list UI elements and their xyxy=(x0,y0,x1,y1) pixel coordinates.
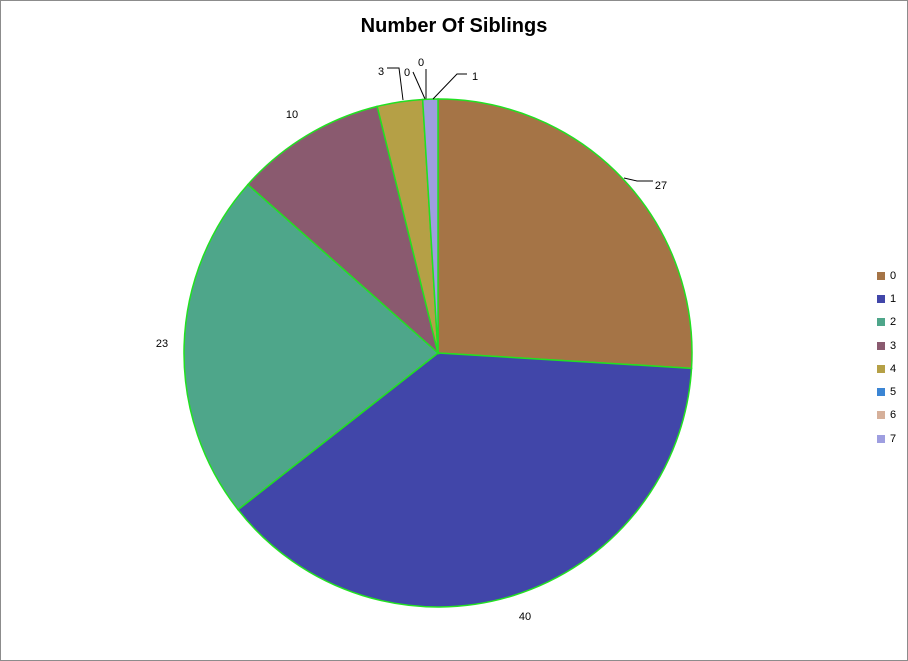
legend-swatch xyxy=(877,294,885,303)
pie-slice-2 xyxy=(183,183,440,511)
data-label-4: 3 xyxy=(378,66,384,78)
leader-line-0 xyxy=(623,177,653,182)
legend-label: 4 xyxy=(890,362,897,375)
pie-slice-7 xyxy=(421,98,439,354)
legend-item-3: 3 xyxy=(877,334,896,357)
legend-swatch xyxy=(877,388,885,397)
leader-line-7 xyxy=(432,73,467,100)
data-label-6: 0 xyxy=(418,57,424,69)
data-label-2: 23 xyxy=(156,338,168,350)
legend-label: 1 xyxy=(890,292,897,305)
legend-item-7: 7 xyxy=(877,427,896,450)
legend-label: 5 xyxy=(890,386,897,399)
pie-slice-3 xyxy=(246,105,440,356)
legend-item-1: 1 xyxy=(877,287,896,310)
pie-slice-0 xyxy=(437,98,693,370)
leader-line-5 xyxy=(412,71,426,100)
legend-item-6: 6 xyxy=(877,404,896,427)
legend-label: 7 xyxy=(890,432,897,445)
data-label-3: 10 xyxy=(286,109,298,121)
legend-label: 6 xyxy=(890,409,897,422)
legend-swatch xyxy=(877,411,885,420)
legend-swatch xyxy=(877,364,885,373)
chart-title: Number Of Siblings xyxy=(360,15,548,37)
legend-item-2: 2 xyxy=(877,311,896,334)
chart-legend: 0 1 2 3 4 5 6 7 xyxy=(877,264,896,450)
data-label-5: 0 xyxy=(404,67,410,79)
legend-swatch xyxy=(877,271,885,280)
legend-item-4: 4 xyxy=(877,357,896,380)
data-label-0: 27 xyxy=(655,180,667,192)
data-label-7: 1 xyxy=(472,71,478,83)
legend-label: 2 xyxy=(890,316,897,329)
legend-label: 3 xyxy=(890,339,897,352)
legend-label: 0 xyxy=(890,269,897,282)
pie-slice-1 xyxy=(237,352,693,608)
legend-swatch xyxy=(877,434,885,443)
legend-item-5: 5 xyxy=(877,380,896,403)
legend-swatch xyxy=(877,341,885,350)
legend-item-0: 0 xyxy=(877,264,896,287)
leader-line-4 xyxy=(387,67,404,101)
legend-swatch xyxy=(877,318,885,327)
data-label-1: 40 xyxy=(519,611,531,623)
